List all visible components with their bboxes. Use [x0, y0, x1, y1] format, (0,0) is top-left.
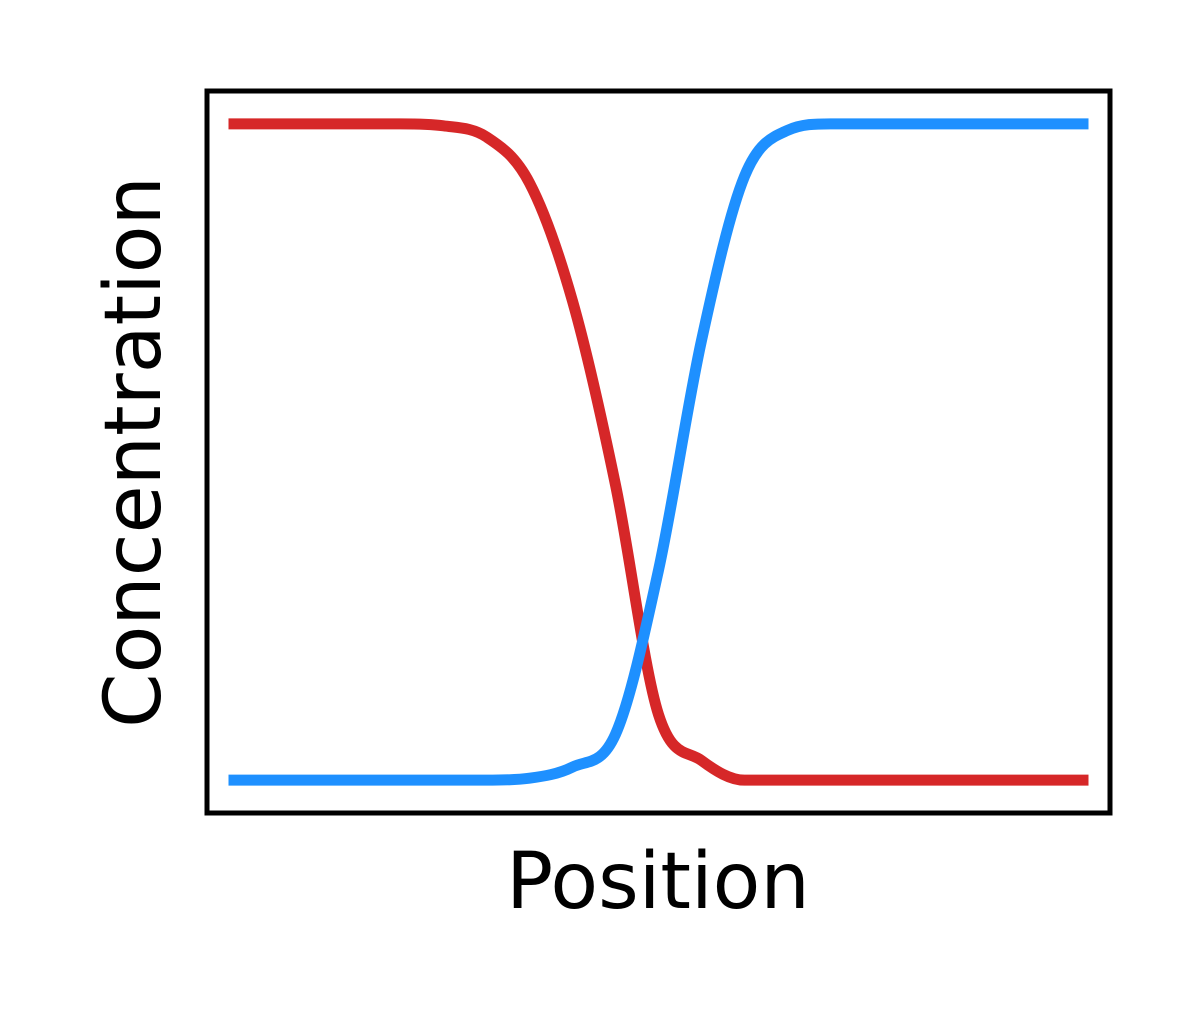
x-axis-label: Position [506, 837, 810, 927]
y-axis-label: Concentration [89, 176, 179, 728]
rising-series-line [228, 118, 1089, 786]
plot-frame [204, 88, 1113, 816]
series-layer [228, 118, 1089, 786]
falling-series-line [228, 118, 1089, 786]
